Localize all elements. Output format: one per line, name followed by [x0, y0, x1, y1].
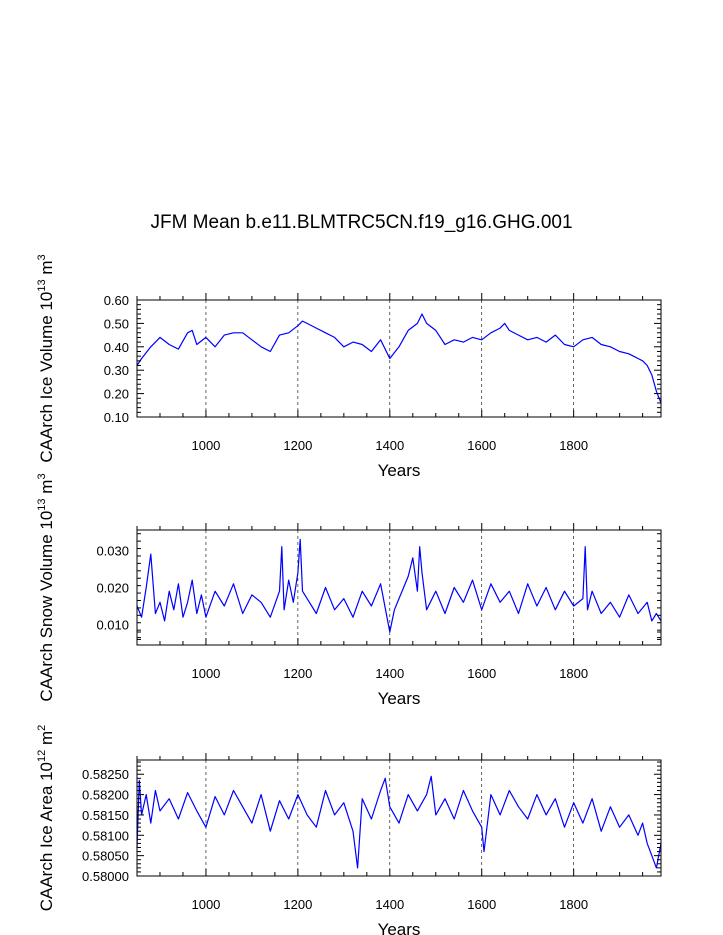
y-tick-label: 0.20 [104, 387, 129, 402]
x-tick-label: 1600 [467, 438, 496, 453]
data-series-line [136, 313, 662, 404]
y-axis-title: CAArch Ice Volume 1013 m3 [36, 254, 56, 462]
y-tick-label: 0.40 [104, 340, 129, 355]
x-axis-title: Years [378, 461, 421, 480]
chart-panel-1: 1000 1200 1400 1600 1800 0.10 0.20 0.30 0.40 0.50… [36, 254, 662, 480]
y-tick-label: 0.020 [96, 581, 129, 596]
x-tick-label: 1000 [191, 666, 220, 681]
y-tick-label: 0.30 [104, 363, 129, 378]
x-tick-label: 1800 [559, 666, 588, 681]
x-tick-label: 1200 [283, 897, 312, 912]
y-tick-label: 0.58100 [82, 828, 129, 843]
chart-panel-3: 1000 1200 1400 1600 1800 0.58000 0.58050 0.5810… [36, 725, 662, 935]
y-tick-label: 0.58250 [82, 767, 129, 782]
data-series-line [136, 538, 662, 633]
x-tick-label: 1800 [559, 897, 588, 912]
x-tick-label: 1000 [191, 438, 220, 453]
data-series-line [136, 775, 662, 869]
plot-frame [136, 529, 662, 646]
x-tick-label: 1600 [467, 666, 496, 681]
x-tick-label: 1600 [467, 897, 496, 912]
y-axis-title: CAArch Snow Volume 1013 m3 [36, 473, 56, 701]
y-tick-label: 0.010 [96, 618, 129, 633]
x-tick-label: 1400 [375, 438, 404, 453]
plot-frame [136, 299, 662, 418]
chart-panel-2: 1000 1200 1400 1600 1800 0.010 0.020 0.030 Years… [36, 473, 662, 708]
y-tick-label: 0.10 [104, 410, 129, 425]
x-axis-title: Years [378, 689, 421, 708]
x-tick-label: 1200 [283, 666, 312, 681]
x-tick-label: 1000 [191, 897, 220, 912]
y-tick-label: 0.58150 [82, 808, 129, 823]
plot-frame [136, 759, 662, 877]
x-tick-label: 1200 [283, 438, 312, 453]
y-tick-label: 0.58200 [82, 788, 129, 803]
x-tick-label: 1800 [559, 438, 588, 453]
figure-title: JFM Mean b.e11.BLMTRC5CN.f19_g16.GHG.001 [150, 212, 573, 233]
y-tick-label: 0.030 [96, 543, 129, 558]
y-axis-title: CAArch Ice Area 1012 m2 [36, 725, 56, 912]
x-tick-label: 1400 [375, 897, 404, 912]
y-tick-label: 0.58000 [82, 869, 129, 884]
y-tick-label: 0.50 [104, 316, 129, 331]
y-tick-label: 0.58050 [82, 849, 129, 864]
y-tick-label: 0.60 [104, 293, 129, 308]
x-tick-label: 1400 [375, 666, 404, 681]
x-axis-title: Years [378, 920, 421, 935]
